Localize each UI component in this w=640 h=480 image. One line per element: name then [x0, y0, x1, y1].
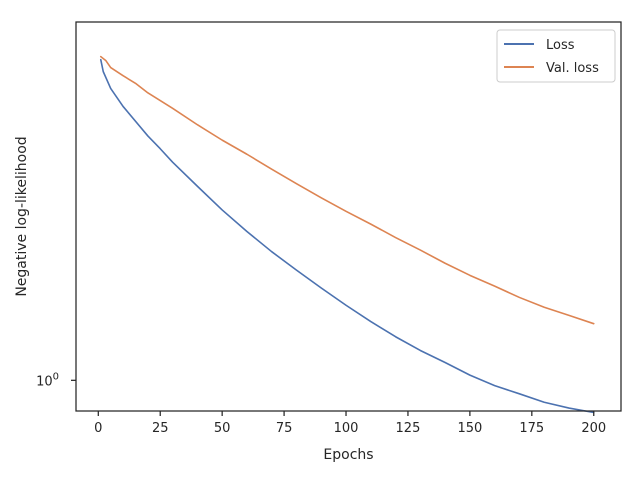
x-tick-label: 25	[152, 421, 169, 436]
x-tick-label: 125	[396, 421, 421, 436]
y-tick-label: 100	[36, 371, 59, 389]
x-tick-label: 150	[457, 421, 482, 436]
axes-layer	[75, 21, 622, 412]
x-tick-label: 0	[94, 421, 102, 436]
y-axis-ticks: 100	[36, 371, 76, 389]
x-tick-label: 75	[276, 421, 293, 436]
series-layer	[99, 55, 595, 414]
x-tick-label: 200	[581, 421, 606, 436]
x-tick-label: 175	[519, 421, 544, 436]
legend: Loss Val. loss	[496, 29, 616, 83]
x-tick-label: 100	[334, 421, 359, 436]
legend-label-loss: Loss	[546, 38, 575, 53]
x-axis-label: Epochs	[323, 447, 373, 463]
series-line-loss	[99, 58, 595, 414]
plot-frame	[75, 21, 622, 412]
x-tick-label: 50	[214, 421, 231, 436]
legend-label-val-loss: Val. loss	[546, 61, 599, 76]
y-axis-label: Negative log-likelihood	[14, 136, 30, 296]
series-line-val-loss	[99, 55, 595, 325]
x-axis-ticks: 0 25 50 75 100 125 150 175 200	[94, 411, 606, 436]
